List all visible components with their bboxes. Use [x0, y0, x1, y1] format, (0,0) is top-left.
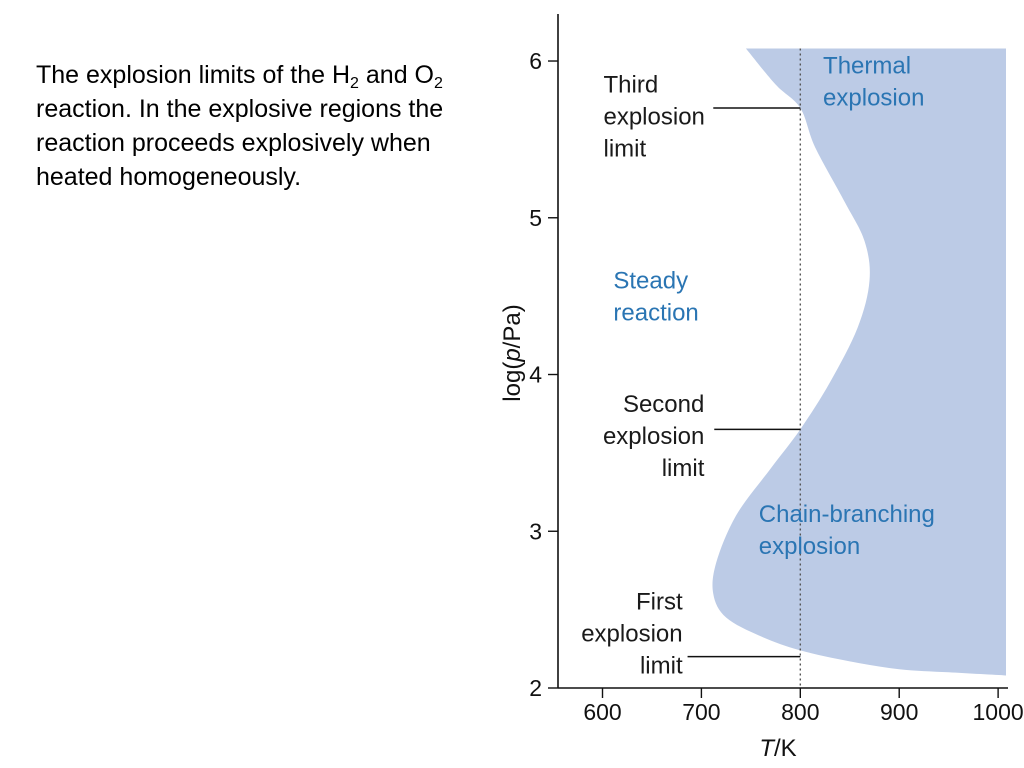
limit-label-line: explosion	[603, 423, 704, 450]
limit-label-line: First	[636, 589, 683, 616]
y-tick-label-2: 2	[529, 675, 542, 701]
region-label-line: explosion	[823, 85, 924, 112]
y-axis-title-suffix: /Pa)	[499, 304, 526, 348]
x-tick-label-800: 800	[781, 699, 819, 725]
y-tick-label-4: 4	[529, 362, 542, 388]
limit-label-line: limit	[603, 135, 646, 162]
region-label-line: explosion	[759, 533, 860, 560]
x-axis-title-unit: /K	[774, 735, 797, 762]
x-axis-title-symbol: T	[759, 735, 776, 762]
region-label-line: Chain-branching	[759, 501, 935, 528]
x-tick-label-900: 900	[880, 699, 918, 725]
explosive-region-area	[712, 48, 1006, 676]
region-label-1: Steady reaction	[613, 267, 698, 326]
y-axis-title: log(p/Pa)	[499, 304, 526, 401]
limit-label-line: Second	[623, 391, 704, 418]
x-tick-label-1000: 1000	[973, 699, 1024, 725]
caption-part-1: The explosion limits of the H	[36, 61, 351, 89]
y-tick-label-3: 3	[529, 518, 542, 544]
x-tick-label-700: 700	[682, 699, 720, 725]
caption-part-2: and O	[358, 61, 434, 89]
region-label-line: reaction	[613, 299, 698, 326]
region-label-line: Steady	[613, 267, 688, 294]
limit-label-0: Third explosion limit	[603, 71, 704, 162]
y-axis-title-prefix: log(	[499, 362, 526, 402]
figure-caption: The explosion limits of the H2 and O2 re…	[36, 58, 476, 194]
region-label-0: Thermal explosion	[823, 53, 924, 112]
x-axis-title: T/K	[759, 735, 796, 762]
caption-part-3: reaction. In the explosive regions the r…	[36, 95, 444, 191]
region-label-2: Chain-branching explosion	[759, 501, 935, 560]
limit-label-line: limit	[662, 455, 705, 482]
y-axis-title-symbol: p	[499, 348, 526, 362]
limit-label-line: Third	[603, 71, 658, 98]
caption-o-subscript: 2	[434, 75, 443, 92]
limit-label-line: explosion	[581, 621, 682, 648]
limit-label-line: limit	[640, 653, 683, 680]
y-tick-label-5: 5	[529, 205, 542, 231]
y-tick-label-6: 6	[529, 48, 542, 74]
x-tick-label-600: 600	[583, 699, 621, 725]
limit-label-line: explosion	[603, 103, 704, 130]
caption-h-subscript: 2	[350, 75, 359, 92]
limit-label-2: First explosion limit	[581, 589, 683, 680]
region-label-line: Thermal	[823, 53, 911, 80]
limit-label-1: Second explosion limit	[603, 391, 705, 482]
